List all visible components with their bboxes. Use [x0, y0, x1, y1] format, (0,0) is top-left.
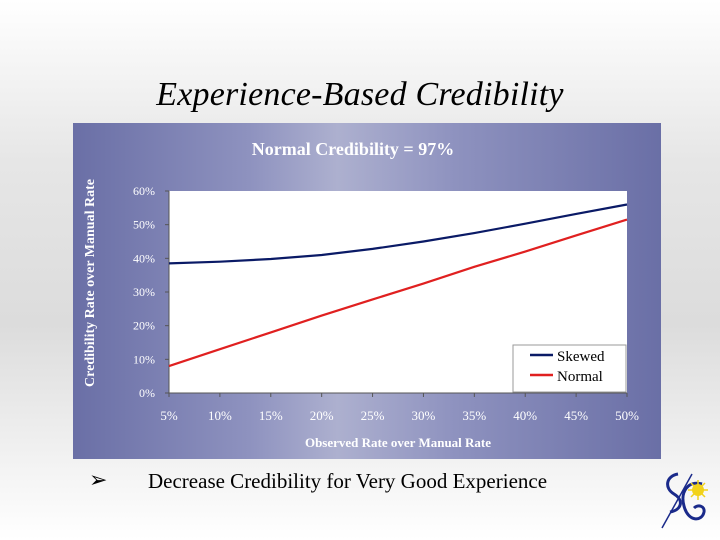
bullet-arrow-icon: ➢: [89, 468, 108, 493]
series-line-skewed: [168, 203, 628, 265]
y-tick-label: 60%: [133, 184, 155, 198]
x-axis-label: Observed Rate over Manual Rate: [305, 435, 491, 450]
legend-label-normal: Normal: [557, 369, 603, 385]
chart-panel: Normal Credibility = 97% Credibility Rat…: [73, 123, 661, 459]
x-tick-label: 35%: [462, 408, 486, 423]
y-tick-label: 50%: [133, 218, 155, 232]
legend-label-skewed: Skewed: [557, 349, 605, 365]
x-tick-label: 25%: [361, 408, 385, 423]
y-tick-label: 10%: [133, 352, 155, 366]
slide-title: Experience-Based Credibility: [156, 76, 564, 113]
x-tick-label: 20%: [310, 408, 334, 423]
y-axis-label: Credibility Rate over Manual Rate: [83, 179, 98, 387]
series-line-normal: [168, 218, 628, 368]
chart-title: Normal Credibility = 97%: [252, 139, 454, 159]
x-tick-label: 10%: [208, 408, 232, 423]
x-tick-label: 5%: [160, 408, 178, 423]
bullet-text: Decrease Credibility for Very Good Exper…: [148, 469, 548, 493]
x-tick-label: 30%: [412, 408, 436, 423]
y-tick-label: 0%: [139, 386, 155, 400]
y-tick-label: 20%: [133, 319, 155, 333]
x-tick-label: 40%: [513, 408, 537, 423]
legend-box: [512, 344, 627, 393]
x-tick-label: 50%: [615, 408, 639, 423]
x-tick-label: 45%: [564, 408, 588, 423]
x-tick-label: 15%: [259, 408, 283, 423]
line-chart: Normal Credibility = 97% Credibility Rat…: [83, 139, 639, 450]
y-tick-label: 40%: [133, 251, 155, 265]
y-tick-label: 30%: [133, 285, 155, 299]
logo-icon: [661, 472, 708, 529]
